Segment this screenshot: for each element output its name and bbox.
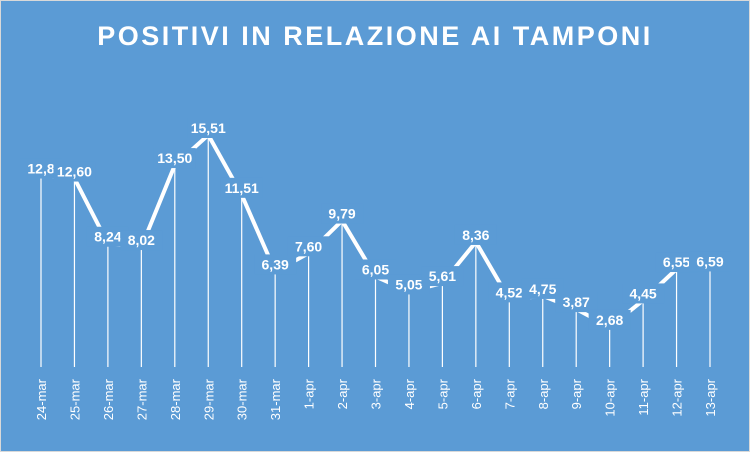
data-label: 12,60: [57, 164, 92, 180]
x-tick-label: 27-mar: [134, 378, 149, 420]
data-label-bg: [588, 309, 631, 330]
data-label-bg: [454, 224, 497, 245]
data-label-bg: [354, 259, 397, 280]
x-tick-label: 2-apr: [335, 378, 350, 409]
data-label-bg: [521, 278, 564, 299]
x-tick-label: 7-apr: [502, 378, 517, 409]
data-label-bg: [86, 226, 129, 247]
data-label-bg: [120, 230, 163, 251]
data-label: 4,52: [496, 284, 523, 300]
x-tick-label: 24-mar: [34, 378, 49, 420]
x-tick-label: 8-apr: [536, 378, 551, 409]
data-label: 8,02: [128, 232, 155, 248]
data-label-bg: [387, 274, 430, 295]
data-label: 2,68: [596, 312, 623, 328]
data-label-bg: [421, 266, 464, 287]
x-tick-label: 31-mar: [268, 378, 283, 420]
x-tick-label: 4-apr: [402, 378, 417, 409]
data-label-bg: [655, 252, 698, 273]
data-label-bg: [254, 254, 297, 275]
data-label: 5,61: [429, 268, 456, 284]
data-label-bg: [287, 236, 330, 257]
x-tick-label: 9-apr: [569, 378, 584, 409]
x-tick-label: 30-mar: [235, 378, 250, 420]
x-tick-label: 3-apr: [369, 378, 384, 409]
x-tick-label: 25-mar: [67, 378, 82, 420]
data-label-bg: [622, 283, 665, 304]
data-label: 11,51: [225, 180, 259, 196]
data-label-bg: [53, 161, 96, 182]
data-label: 4,75: [529, 281, 556, 297]
data-label-bg: [321, 203, 364, 224]
data-label: 6,05: [362, 262, 389, 278]
x-tick-label: 10-apr: [603, 378, 618, 416]
data-label: 6,39: [262, 256, 289, 272]
data-label: 7,60: [295, 238, 322, 254]
data-label: 12,8: [27, 161, 54, 177]
data-label: 15,51: [191, 120, 226, 136]
x-tick-label: 5-apr: [435, 378, 450, 409]
data-label: 6,55: [663, 254, 690, 270]
x-tick-label: 26-mar: [101, 378, 116, 420]
data-label-bg: [187, 118, 230, 138]
x-tick-label: 28-mar: [168, 378, 183, 420]
data-label: 5,05: [395, 276, 422, 292]
data-label: 8,24: [94, 229, 121, 245]
data-label: 8,36: [462, 227, 489, 243]
data-label-bg: [20, 158, 62, 179]
data-label-bg: [153, 148, 196, 169]
data-label: 3,87: [563, 294, 590, 310]
x-tick-label: 13-apr: [703, 378, 718, 416]
data-label-bg: [220, 177, 263, 198]
data-label: 13,50: [157, 150, 192, 166]
x-tick-label: 11-apr: [636, 378, 651, 415]
x-tick-label: 29-mar: [201, 378, 216, 420]
data-label-bg: [488, 282, 531, 303]
data-label-bg: [555, 292, 598, 313]
data-label: 4,45: [629, 285, 656, 301]
chart-title: POSITIVI IN RELAZIONE AI TAMPONI: [97, 21, 653, 51]
x-tick-label: 6-apr: [469, 378, 484, 409]
x-tick-label: 1-apr: [302, 378, 317, 409]
data-label: 9,79: [328, 206, 355, 222]
x-tick-label: 12-apr: [670, 378, 685, 416]
data-label: 6,59: [696, 253, 723, 269]
data-label-bg: [689, 251, 731, 272]
